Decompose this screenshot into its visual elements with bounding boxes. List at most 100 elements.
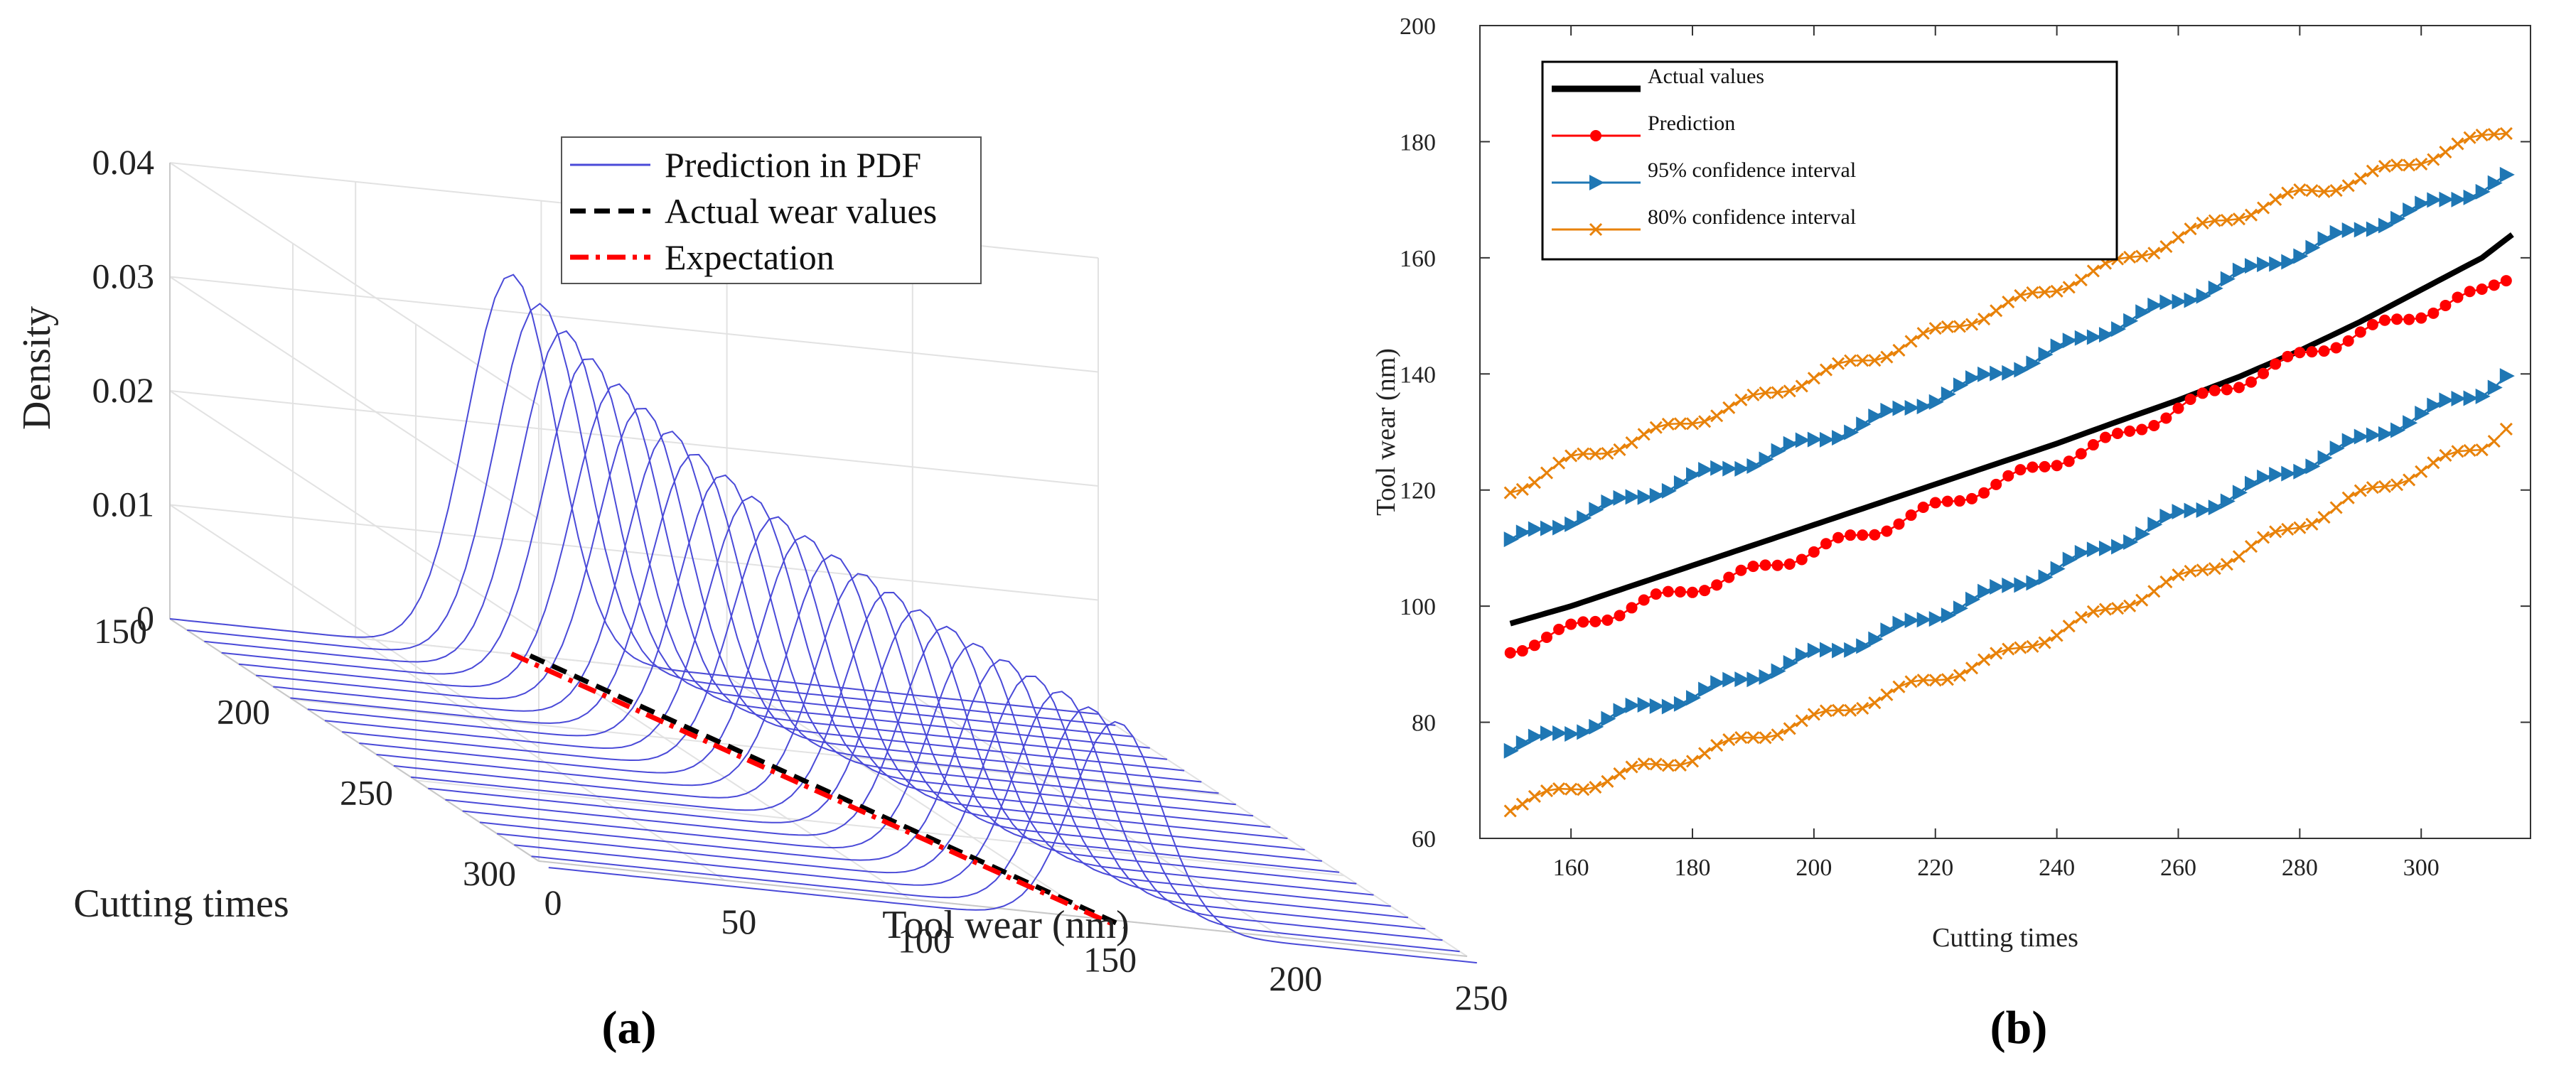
series-1-point (2112, 427, 2124, 439)
series-3-lower-point (1528, 789, 1541, 804)
series-2-upper-point (2390, 210, 2406, 227)
tool-wear-axis-label: Tool wear (nm) (882, 903, 1129, 947)
legend-b-marker (1590, 130, 1601, 141)
series-2-upper-point (2123, 313, 2139, 329)
series-1-point (2124, 425, 2136, 437)
legend-b-label: Actual values (1648, 65, 1764, 88)
series-2-lower-point (2257, 469, 2272, 485)
series-2-lower-point (1601, 710, 1616, 727)
series-2-lower-point (1977, 583, 1993, 600)
series-1-point (2039, 460, 2051, 472)
series-2-lower-point (2172, 504, 2187, 520)
z-tick-label: 0.02 (92, 370, 155, 410)
series-2-lower-point (2366, 427, 2381, 443)
series-2-lower-point (2499, 368, 2515, 384)
series-3-lower-point (2366, 481, 2379, 495)
series-2-lower-point (2002, 577, 2017, 593)
series-2-upper-point (1965, 370, 1981, 387)
series-2-lower-point (1540, 725, 1555, 742)
x-tick-label: 300 (2403, 855, 2440, 881)
series-1-point (2354, 326, 2366, 338)
series-3-upper-point (2366, 164, 2379, 178)
series-3-upper-point (2050, 284, 2064, 298)
series-2-lower-point (2184, 502, 2199, 519)
grid-floor-x-1 (355, 637, 725, 881)
series-2-lower-point (2038, 569, 2054, 585)
series-2-upper-point (1868, 409, 1884, 425)
pdf-curve-22 (548, 720, 1477, 964)
series-3-lower-point (2232, 550, 2245, 563)
series-3-upper-point (1565, 449, 1578, 463)
series-3-lower-point (2147, 585, 2161, 598)
series-2-upper-point (1686, 467, 1702, 483)
series-3-lower-point (2184, 564, 2197, 578)
cutting-times-tick-label: 250 (340, 772, 393, 812)
series-3-upper-point (1965, 318, 1979, 331)
series-2-lower-point (2451, 390, 2467, 406)
series-3-upper-point (2427, 153, 2440, 166)
series-3-upper-point (2317, 185, 2331, 198)
series-2-upper-point (2451, 191, 2467, 207)
series-3-lower-point (1953, 669, 1966, 682)
series-3-lower-point (1698, 747, 1712, 760)
series-3-upper-point (1746, 388, 1760, 401)
series-2-lower-point (2123, 534, 2139, 550)
cutting-times-tick-label: 300 (463, 853, 516, 893)
pdf-curve-14 (411, 591, 1340, 873)
series-2-lower-point (1928, 611, 1944, 627)
series-1-point (1747, 561, 1759, 573)
series-3-lower-point (2305, 517, 2319, 531)
series-2-lower-point (1710, 675, 1726, 691)
series-1-point (1687, 586, 1699, 598)
series-2-lower-point (1686, 690, 1702, 706)
series-2-upper-point (2293, 248, 2309, 264)
series-1-point (1723, 571, 1735, 583)
series-3-lower-point (1977, 653, 1991, 666)
series-1-point (2500, 275, 2512, 287)
grid-floor-x-4 (912, 694, 1282, 939)
series-1-point (1832, 531, 1845, 544)
series-1-point (2245, 376, 2258, 388)
series-3-lower-point (1565, 782, 1578, 796)
series-2-upper-point (1916, 399, 1932, 415)
series-1-point (2452, 291, 2464, 303)
series-3-upper-point (2135, 249, 2149, 263)
cutting-times-tick-label: 150 (94, 611, 147, 651)
series-3-upper-point (1698, 415, 1712, 428)
series-3-lower-point (1552, 782, 1566, 796)
series-2-lower-point (2329, 441, 2345, 457)
series-3-lower-point (2317, 510, 2331, 524)
series-2-lower-point (2014, 577, 2029, 593)
grid-back-wall-z-2 (169, 390, 1099, 487)
series-3-lower-point (1990, 647, 2003, 660)
series-2-upper-point (2415, 195, 2430, 212)
series-2-upper-point (2086, 329, 2102, 345)
grid-left-wall-z-1 (169, 504, 540, 748)
pdf-curve-20 (514, 691, 1443, 941)
series-2-lower-point (2475, 388, 2491, 404)
series-1-point (2366, 318, 2378, 330)
series-2-lower-point (2232, 485, 2248, 501)
series-1-point (1626, 602, 1638, 614)
series-2-upper-point (2463, 189, 2479, 205)
series-1-point (2221, 384, 2233, 396)
series-3-upper-point (2086, 264, 2100, 278)
actual-wear-line (529, 653, 1126, 929)
series-1-point (1869, 529, 1881, 541)
series-2-upper-point (2329, 225, 2345, 241)
pdf-curve-11 (359, 534, 1288, 839)
x-axis-label: Cutting times (1932, 923, 2078, 953)
series-1-point (1796, 553, 1808, 566)
series-2-upper-point (1904, 400, 1920, 416)
series-1-point (1699, 585, 1711, 597)
series-3-lower-point (1819, 704, 1833, 718)
series-1-point (1662, 585, 1674, 598)
series-2-lower-point (1625, 697, 1641, 713)
series-3-lower-point (1613, 767, 1626, 781)
series-2-upper-point (1832, 430, 1847, 446)
series-2-lower-point (2050, 561, 2066, 577)
series-3-lower-point (2415, 465, 2428, 478)
series-3-upper-point (2220, 213, 2233, 227)
series-3-lower-point (2110, 602, 2125, 615)
tool-wear-tick-label: 200 (1269, 958, 1322, 998)
